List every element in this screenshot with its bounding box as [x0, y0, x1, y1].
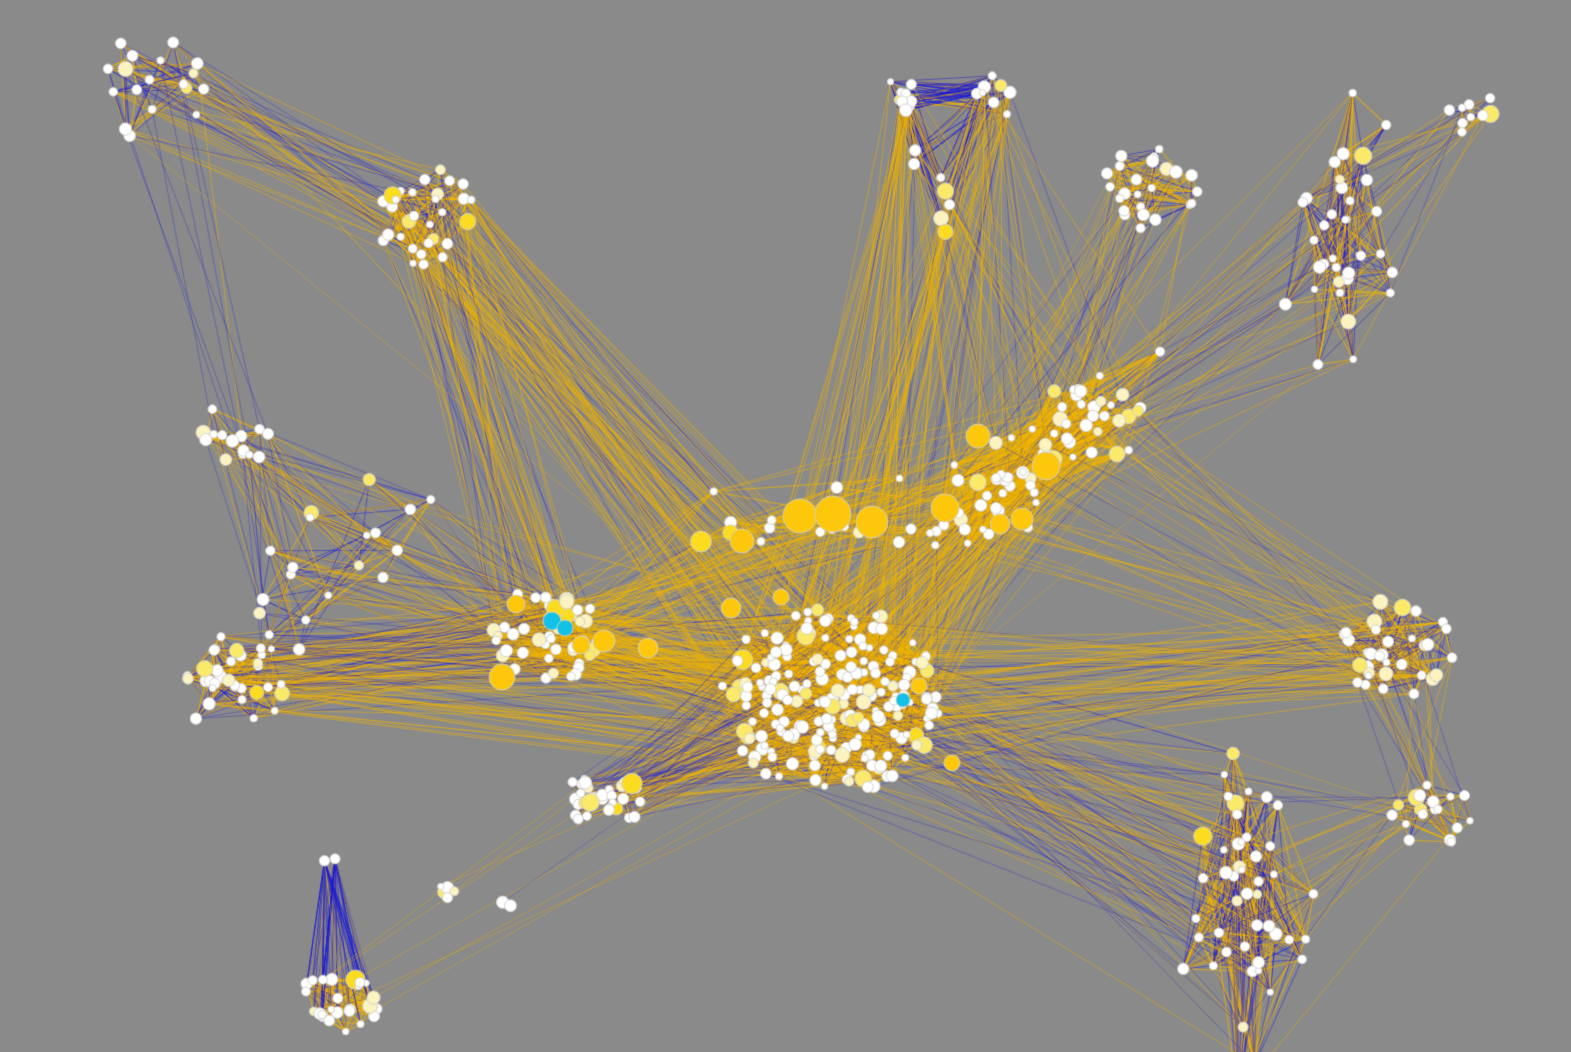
graph-canvas[interactable] — [0, 0, 1571, 1052]
network-graph-visualization — [0, 0, 1571, 1052]
